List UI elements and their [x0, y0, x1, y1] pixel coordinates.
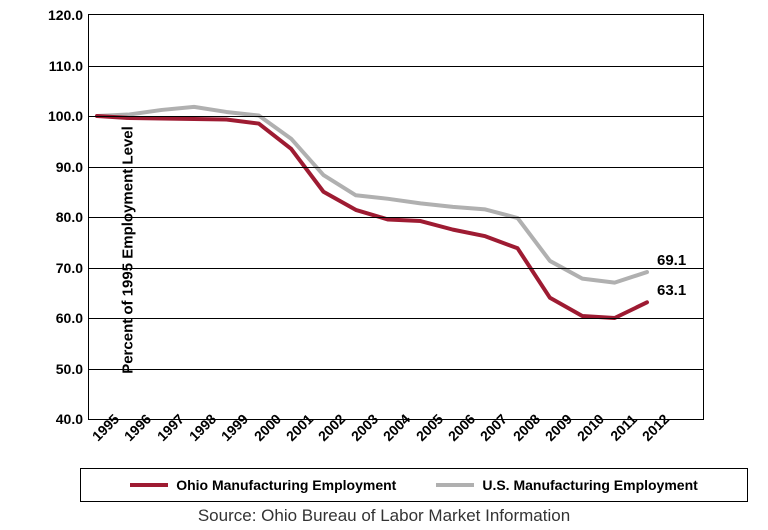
- chart-legend: Ohio Manufacturing Employment U.S. Manufa…: [80, 468, 748, 502]
- legend-swatch: [130, 483, 168, 487]
- end-label-us: 69.1: [657, 252, 686, 269]
- gridline-y: [89, 66, 703, 67]
- ytick-label: 60.0: [56, 310, 89, 326]
- gridline-y: [89, 369, 703, 370]
- gridline-y: [89, 167, 703, 168]
- legend-label: Ohio Manufacturing Employment: [176, 477, 396, 493]
- ytick-label: 70.0: [56, 260, 89, 276]
- gridline-y: [89, 116, 703, 117]
- ytick-label: 50.0: [56, 361, 89, 377]
- gridline-y: [89, 318, 703, 319]
- end-label-ohio: 63.1: [657, 282, 686, 299]
- legend-item-ohio: Ohio Manufacturing Employment: [130, 477, 396, 493]
- legend-item-us: U.S. Manufacturing Employment: [436, 477, 697, 493]
- ytick-label: 100.0: [48, 108, 89, 124]
- series-line-us: [97, 107, 647, 283]
- gridline-y: [89, 268, 703, 269]
- ytick-label: 110.0: [49, 58, 89, 74]
- chart-container: { "chart": { "type": "line", "plot_box":…: [0, 0, 768, 530]
- gridline-y: [89, 217, 703, 218]
- ytick-label: 120.0: [48, 7, 89, 23]
- ytick-label: 80.0: [56, 209, 89, 225]
- ytick-label: 90.0: [56, 159, 89, 175]
- ytick-label: 40.0: [56, 411, 89, 427]
- legend-label: U.S. Manufacturing Employment: [482, 477, 697, 493]
- legend-swatch: [436, 483, 474, 487]
- chart-source: Source: Ohio Bureau of Labor Market Info…: [0, 506, 768, 526]
- chart-plot-area: 40.050.060.070.080.090.0100.0110.0120.01…: [88, 14, 704, 420]
